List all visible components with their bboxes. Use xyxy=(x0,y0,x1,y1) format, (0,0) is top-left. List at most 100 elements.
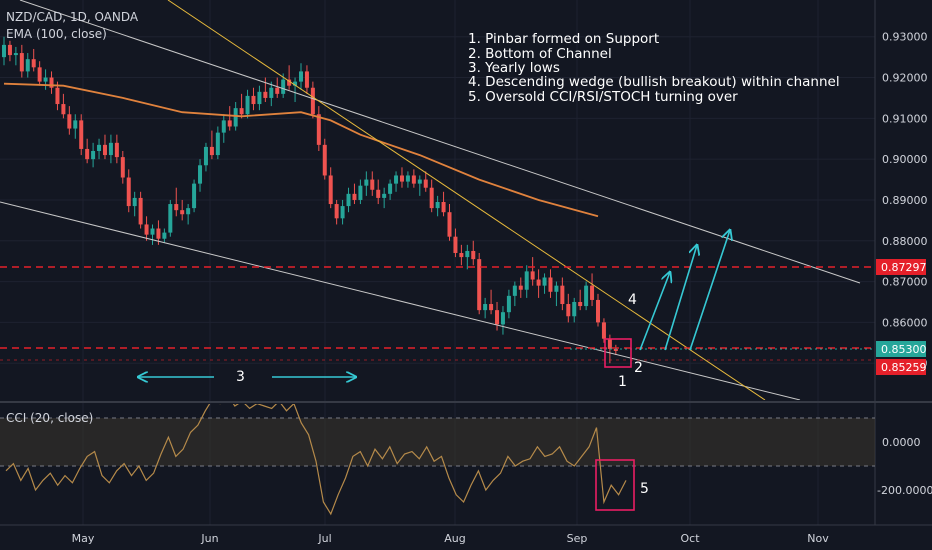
candle xyxy=(245,89,250,119)
price-tag-support: 0.85259 xyxy=(876,359,927,375)
candle-body xyxy=(108,142,113,156)
cci-legend[interactable]: CCI (20, close) xyxy=(6,411,93,425)
ema-legend[interactable]: EMA (100, close) xyxy=(6,27,107,41)
candle xyxy=(310,81,315,119)
candle xyxy=(322,138,327,180)
candle-body xyxy=(227,120,232,127)
wedge-line[interactable] xyxy=(167,0,766,400)
candle xyxy=(251,87,256,111)
candle-body xyxy=(495,310,500,325)
candle-body xyxy=(590,285,595,300)
candle-body xyxy=(102,144,107,156)
candle-body xyxy=(61,104,66,115)
candle-body xyxy=(67,114,72,129)
candle-body xyxy=(441,202,446,213)
time-tick-label: May xyxy=(72,532,95,545)
price-tick-label: 0.87000 xyxy=(882,276,928,289)
candle-body xyxy=(269,87,274,98)
candle-body xyxy=(316,114,321,145)
time-tick-label: Nov xyxy=(807,532,829,545)
candle-body xyxy=(198,165,203,184)
candle-body xyxy=(215,132,220,156)
candle xyxy=(73,114,78,139)
candle-body xyxy=(239,108,244,115)
candle xyxy=(483,297,488,319)
price-tick-label: 0.92000 xyxy=(882,72,928,85)
candle-body xyxy=(607,338,612,349)
candle xyxy=(364,171,369,196)
candle xyxy=(215,126,220,160)
candle xyxy=(275,77,280,98)
candle xyxy=(328,167,333,209)
candle xyxy=(572,297,577,323)
time-tick-label: Oct xyxy=(680,532,700,545)
candle xyxy=(596,293,600,327)
channel-lower-line[interactable] xyxy=(0,201,801,400)
candle-body xyxy=(221,120,226,133)
candle xyxy=(399,167,404,188)
marker-1: 1 xyxy=(618,374,627,390)
candle xyxy=(370,171,375,196)
candle-body xyxy=(453,236,458,254)
candle-body xyxy=(25,59,30,72)
candle-body xyxy=(310,87,315,115)
candle xyxy=(536,269,541,298)
candle xyxy=(180,199,185,221)
candles xyxy=(2,36,618,364)
candle-body xyxy=(209,146,214,156)
candle-body xyxy=(304,71,309,88)
candle xyxy=(138,191,143,229)
candle xyxy=(2,36,6,66)
breakout-arrow-1[interactable] xyxy=(639,272,670,351)
cci-highlight-box[interactable] xyxy=(595,459,635,511)
candle-body xyxy=(31,59,36,68)
candle xyxy=(405,171,410,188)
time-tick-label: Aug xyxy=(444,532,465,545)
cci-pane[interactable]: 5 CCI (20, close) 0.0000 -200.0000 xyxy=(0,394,932,516)
candle xyxy=(340,199,345,225)
note-1: 1. Pinbar formed on Support xyxy=(468,31,659,47)
candle xyxy=(548,269,553,298)
candle-body xyxy=(388,183,393,194)
candle-body xyxy=(601,322,606,339)
candle xyxy=(186,204,191,225)
candle xyxy=(150,224,155,245)
pinbar-highlight-box[interactable] xyxy=(604,338,632,368)
candle-body xyxy=(518,285,523,290)
channel-upper-line[interactable] xyxy=(19,0,861,284)
candle xyxy=(518,277,523,298)
candle-body xyxy=(281,79,286,94)
candle xyxy=(91,142,96,168)
candle xyxy=(512,281,517,307)
breakout-arrow-3[interactable] xyxy=(689,230,730,351)
candle-body xyxy=(168,204,173,233)
candle-body xyxy=(530,271,535,280)
candle-body xyxy=(251,95,256,105)
candle-body xyxy=(85,148,90,160)
candle-body xyxy=(287,79,292,86)
price-tick-label: 0.89000 xyxy=(882,194,928,207)
candle xyxy=(423,171,428,192)
candle xyxy=(97,138,102,160)
candle-body xyxy=(263,91,268,98)
candle-body xyxy=(156,228,161,239)
cci-tick-zero: 0.0000 xyxy=(882,436,921,449)
candle xyxy=(7,40,12,62)
breakout-arrow-2[interactable] xyxy=(664,245,697,351)
candle-body xyxy=(364,179,369,186)
candle-body xyxy=(192,183,197,209)
time-axis[interactable]: May Jun Jul Aug Sep Oct Nov xyxy=(72,532,830,545)
candle xyxy=(257,85,262,111)
candle xyxy=(495,301,500,331)
time-tick-label: Sep xyxy=(567,532,588,545)
candle xyxy=(132,191,137,217)
cci-band-fill xyxy=(0,418,875,466)
marker-3: 3 xyxy=(236,369,245,385)
candle-body xyxy=(91,150,96,160)
candle-body xyxy=(346,193,351,207)
note-2: 2. Bottom of Channel xyxy=(468,46,612,62)
candle-body xyxy=(512,285,517,296)
candle xyxy=(441,191,446,217)
candle-body xyxy=(560,285,565,305)
candle xyxy=(566,293,571,323)
